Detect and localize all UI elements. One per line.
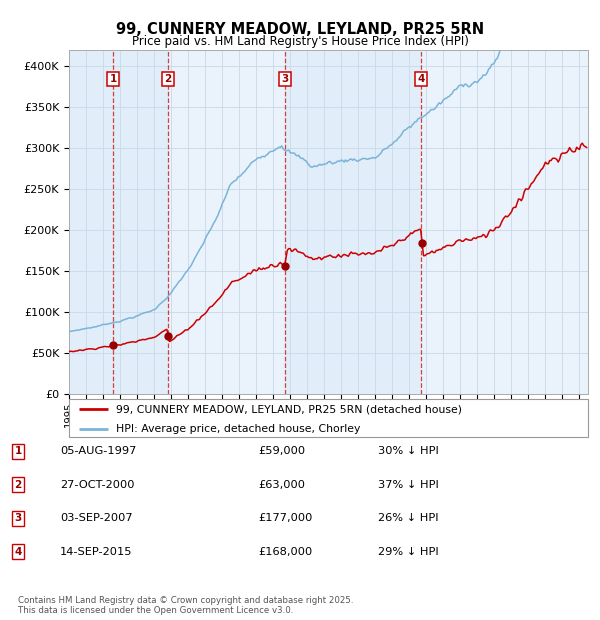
Text: 4: 4 [14, 547, 22, 557]
Bar [113, 50, 168, 394]
Text: 3: 3 [14, 513, 22, 523]
Text: 99, CUNNERY MEADOW, LEYLAND, PR25 5RN (detached house): 99, CUNNERY MEADOW, LEYLAND, PR25 5RN (d… [116, 404, 462, 414]
Bar [69, 50, 113, 394]
Text: 99, CUNNERY MEADOW, LEYLAND, PR25 5RN: 99, CUNNERY MEADOW, LEYLAND, PR25 5RN [116, 22, 484, 37]
Bar [284, 50, 421, 394]
Text: Contains HM Land Registry data © Crown copyright and database right 2025.
This d: Contains HM Land Registry data © Crown c… [18, 596, 353, 615]
Text: 05-AUG-1997: 05-AUG-1997 [60, 446, 136, 456]
Text: 30% ↓ HPI: 30% ↓ HPI [378, 446, 439, 456]
Text: 4: 4 [418, 74, 425, 84]
Text: 2: 2 [14, 480, 22, 490]
Text: 27-OCT-2000: 27-OCT-2000 [60, 480, 134, 490]
Text: 14-SEP-2015: 14-SEP-2015 [60, 547, 133, 557]
Text: Price paid vs. HM Land Registry's House Price Index (HPI): Price paid vs. HM Land Registry's House … [131, 35, 469, 48]
Text: 26% ↓ HPI: 26% ↓ HPI [378, 513, 439, 523]
Text: £59,000: £59,000 [258, 446, 305, 456]
Text: 3: 3 [281, 74, 288, 84]
FancyBboxPatch shape [69, 399, 588, 437]
Text: 2: 2 [164, 74, 172, 84]
Text: £168,000: £168,000 [258, 547, 312, 557]
Text: 37% ↓ HPI: 37% ↓ HPI [378, 480, 439, 490]
Text: £63,000: £63,000 [258, 480, 305, 490]
Text: 1: 1 [14, 446, 22, 456]
Text: £177,000: £177,000 [258, 513, 313, 523]
Text: 03-SEP-2007: 03-SEP-2007 [60, 513, 133, 523]
Text: 1: 1 [109, 74, 116, 84]
Text: 29% ↓ HPI: 29% ↓ HPI [378, 547, 439, 557]
Text: HPI: Average price, detached house, Chorley: HPI: Average price, detached house, Chor… [116, 423, 360, 433]
